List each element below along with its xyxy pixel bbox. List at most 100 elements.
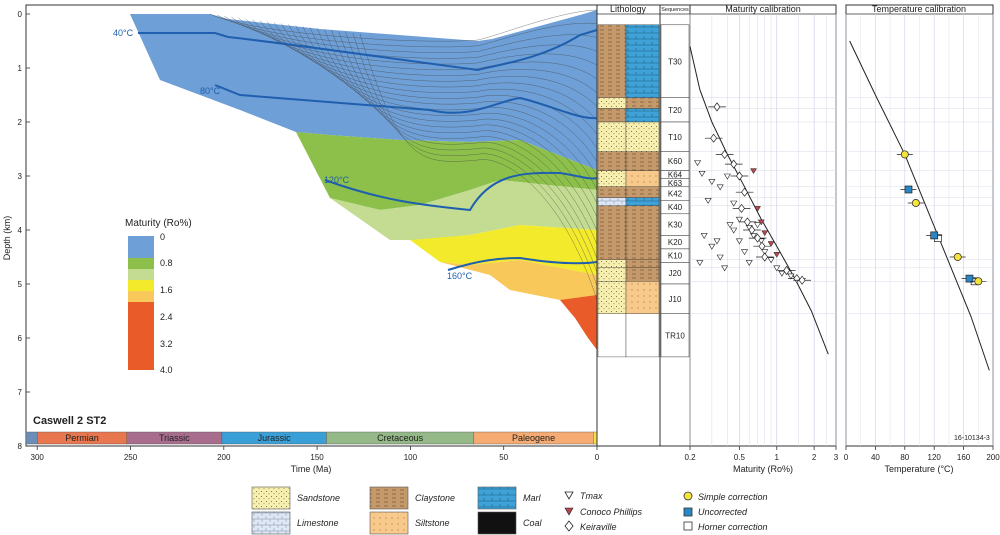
- litho-interval-left: [597, 281, 627, 314]
- legend-uncorrected-symbol: [683, 507, 693, 517]
- temperature-tick-label: 80: [900, 453, 909, 462]
- conoco-phillips-point: [761, 230, 769, 237]
- sequence-interval: [660, 24, 690, 98]
- tmax-point: [745, 260, 753, 266]
- litho-interval-right: [625, 108, 660, 123]
- tmax-point: [730, 227, 738, 234]
- maturity-trend-line: [689, 46, 829, 355]
- temperature-tick-label: 160: [957, 453, 971, 462]
- legend-siltstone-swatch: [369, 511, 409, 535]
- bottom-legend: Sandstone Claystone Marl Limestone Silts…: [251, 486, 768, 535]
- isotherm-label-80: 80°C: [200, 86, 221, 96]
- time-axis: 300 250 200 150 100 50 0: [31, 446, 600, 462]
- simple-correction-point: [974, 277, 983, 286]
- depth-axis-label: Depth (km): [2, 216, 12, 261]
- isotherm-label-40: 40°C: [113, 28, 134, 38]
- tmax-point: [767, 257, 775, 264]
- maturity-band-16b: [128, 291, 154, 302]
- maturity-band-16a: [128, 280, 154, 291]
- litho-interval-right: [625, 281, 660, 314]
- litho-interval-left: [597, 267, 627, 282]
- maturity-grid: 0.2 0.5 1 2 3: [684, 14, 839, 462]
- tmax-point: [761, 249, 769, 256]
- lithology-title: Lithology: [610, 4, 647, 14]
- period-label: Triassic: [159, 433, 190, 443]
- keiraville-point: [761, 252, 769, 262]
- tmax-point: [750, 233, 758, 239]
- tmax-point: [723, 173, 731, 180]
- depth-tick-label: 3: [18, 172, 23, 181]
- keiraville-point: [798, 275, 806, 285]
- uncorrected-point: [930, 231, 939, 240]
- time-tick-label: 150: [310, 453, 324, 462]
- temperature-calibration-panel: Temperature calibration 0 40 80 120 160 200 T…: [844, 4, 1000, 474]
- temperature-tick-label: 0: [844, 453, 849, 462]
- litho-interval-right: [625, 151, 660, 171]
- legend-sandstone-swatch: [251, 486, 291, 510]
- time-tick-label: 0: [595, 453, 600, 462]
- sequence-label: T30: [668, 57, 682, 66]
- sequences-title: Sequences: [661, 7, 689, 13]
- tmax-point: [730, 200, 738, 207]
- tmax-point: [708, 179, 716, 185]
- temperature-trend-line: [849, 40, 990, 371]
- maturity-tick-label: 2: [812, 453, 817, 462]
- legend-conoco: Conoco Phillips: [580, 507, 643, 517]
- maturity-tick-08: 0.8: [160, 258, 173, 268]
- legend-simple: Simple correction: [698, 492, 768, 502]
- conoco-phillips-point: [767, 241, 775, 247]
- depth-tick-label: 0: [18, 10, 23, 19]
- tmax-point: [754, 222, 762, 229]
- maturity-tick-label: 0.5: [734, 453, 746, 462]
- legend-horner: Horner correction: [698, 522, 768, 532]
- ro-band-08a: [296, 132, 597, 210]
- period-boundary: [593, 431, 598, 445]
- maturity-tick-40: 4.0: [160, 365, 173, 375]
- temperature-tick-label: 200: [986, 453, 1000, 462]
- litho-interval-left: [597, 24, 627, 98]
- litho-interval-left: [597, 108, 627, 123]
- legend-conoco-symbol: [564, 507, 574, 516]
- isotherm-0: [138, 29, 598, 72]
- tmax-point: [716, 184, 724, 191]
- tmax-point: [713, 238, 721, 245]
- legend-tmax-symbol: [564, 491, 574, 500]
- sequence-label: K64: [668, 171, 683, 180]
- simple-correction-point: [911, 199, 920, 207]
- legend-siltstone: Siltstone: [415, 518, 450, 528]
- sequence-label: K20: [668, 238, 683, 247]
- conoco-phillips-point: [773, 252, 781, 258]
- period-label: Paleogene: [512, 433, 555, 443]
- tmax-point: [778, 270, 786, 277]
- legend-claystone-swatch: [369, 486, 409, 510]
- temperature-tick-label: 40: [871, 453, 880, 462]
- maturity-band-08a: [128, 258, 154, 269]
- depth-axis: 0 1 2 3 4 5 6 7 8: [18, 10, 30, 451]
- tmax-point: [773, 265, 781, 272]
- temperature-panel-title: Temperature calibration: [872, 4, 966, 14]
- legend-keiraville: Keiraville: [580, 522, 617, 532]
- sequence-interval: [660, 97, 690, 123]
- maturity-tick-0: 0: [160, 232, 165, 242]
- keiraville-point: [748, 225, 756, 235]
- tmax-point: [787, 273, 795, 280]
- litho-interval-right: [625, 186, 660, 198]
- sequence-label: K60: [668, 157, 683, 166]
- time-axis-label: Time (Ma): [291, 464, 332, 474]
- legend-limestone-swatch: [251, 511, 291, 535]
- depth-tick-label: 1: [18, 64, 23, 73]
- sequence-interval: [660, 283, 690, 314]
- time-tick-label: 100: [404, 453, 418, 462]
- keiraville-point: [754, 233, 761, 243]
- tmax-point: [726, 222, 734, 229]
- tmax-point: [696, 260, 704, 266]
- period-label: Cretaceous: [377, 433, 424, 443]
- keiraville-point: [738, 203, 745, 213]
- isotherm-2: [324, 171, 598, 212]
- litho-interval-right: [625, 24, 660, 98]
- litho-interval-left: [597, 170, 627, 188]
- sequence-label: K10: [668, 252, 683, 261]
- maturity-tick-label: 0.2: [684, 453, 696, 462]
- maturity-legend-title: Maturity (Ro%): [125, 218, 192, 229]
